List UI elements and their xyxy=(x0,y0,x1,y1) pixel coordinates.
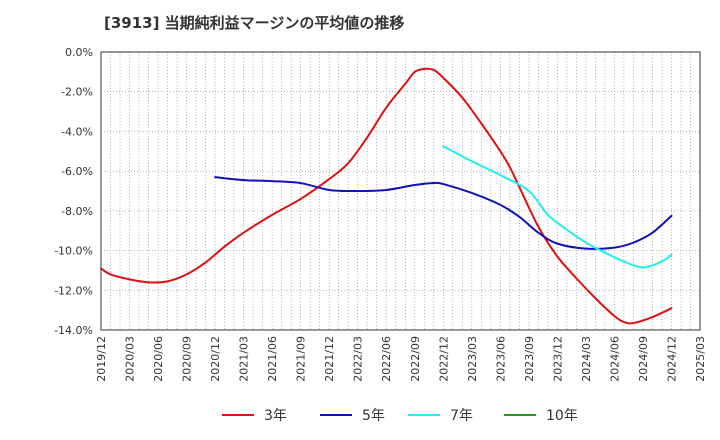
x-tick-label: 2024/03 xyxy=(580,336,593,382)
x-tick-label: 2024/09 xyxy=(637,336,650,382)
y-tick-label: -8.0% xyxy=(61,205,93,218)
series-line-5年 xyxy=(214,176,673,250)
x-tick-label: 2021/09 xyxy=(295,336,308,382)
x-tick-label: 2019/12 xyxy=(95,336,108,382)
x-tick-label: 2024/12 xyxy=(665,336,678,382)
y-tick-label: -4.0% xyxy=(61,125,93,138)
x-axis-ticks: 2019/12 2020/03 2020/06 2020/09 2020/12 2021/… xyxy=(95,336,707,382)
x-tick-label: 2020/06 xyxy=(152,336,165,382)
y-tick-label: -2.0% xyxy=(61,86,93,99)
x-tick-label: 2023/06 xyxy=(494,336,507,382)
legend-label: 3年 xyxy=(264,408,287,424)
x-tick-label: 2022/09 xyxy=(409,336,422,382)
x-tick-label: 2022/12 xyxy=(437,336,450,382)
y-tick-label: 0.0% xyxy=(65,46,93,59)
x-tick-label: 2023/12 xyxy=(551,336,564,382)
x-tick-label: 2021/12 xyxy=(323,336,336,382)
x-tick-label: 2021/03 xyxy=(238,336,251,382)
y-tick-label: -12.0% xyxy=(54,284,93,297)
series-lines xyxy=(100,67,673,325)
y-tick-label: -6.0% xyxy=(61,165,93,178)
x-tick-label: 2022/06 xyxy=(380,336,393,382)
series-line-7年 xyxy=(442,145,673,269)
x-tick-label: 2023/03 xyxy=(466,336,479,382)
x-tick-label: 2022/03 xyxy=(352,336,365,382)
plot-area-frame xyxy=(100,51,701,331)
legend-label: 10年 xyxy=(546,408,578,424)
x-tick-label: 2023/09 xyxy=(523,336,536,382)
x-tick-label: 2020/12 xyxy=(209,336,222,382)
y-axis-ticks: 0.0% -2.0% -4.0% -6.0% -8.0% -10.0% -12.0% -14.… xyxy=(54,46,93,337)
chart-title: [3913] 当期純利益マージンの平均値の推移 xyxy=(104,14,405,32)
legend: 3年 5年 7年 10年 xyxy=(222,408,578,424)
x-tick-label: 2021/06 xyxy=(266,336,279,382)
x-tick-label: 2025/03 xyxy=(694,336,707,382)
legend-label: 7年 xyxy=(450,408,473,424)
y-tick-label: -10.0% xyxy=(54,245,93,258)
grid xyxy=(101,52,700,330)
x-tick-label: 2020/09 xyxy=(181,336,194,382)
legend-label: 5年 xyxy=(362,408,385,424)
y-tick-label: -14.0% xyxy=(54,324,93,337)
x-tick-label: 2024/06 xyxy=(608,336,621,382)
x-tick-label: 2020/03 xyxy=(124,336,137,382)
series-line-3年 xyxy=(100,67,673,325)
